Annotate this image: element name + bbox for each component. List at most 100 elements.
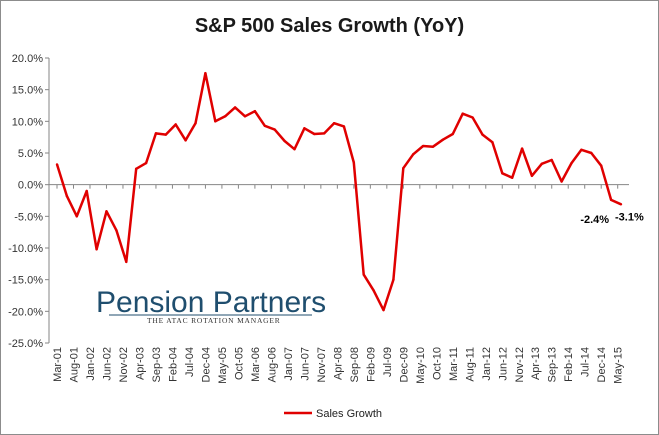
x-tick-label: Aug-01 bbox=[68, 347, 80, 382]
data-point bbox=[590, 151, 593, 155]
data-point bbox=[501, 172, 504, 175]
data-point bbox=[451, 132, 454, 136]
y-tick-label: -10.0% bbox=[8, 243, 43, 255]
y-tick-label: -15.0% bbox=[8, 275, 43, 287]
data-point bbox=[342, 125, 346, 128]
data-point bbox=[243, 115, 247, 118]
x-tick-label: Nov-02 bbox=[118, 347, 130, 382]
x-tick-label: Aug-11 bbox=[464, 347, 476, 382]
x-tick-label: Oct-05 bbox=[233, 347, 245, 380]
x-tick-label: May-05 bbox=[217, 347, 229, 384]
data-point bbox=[372, 289, 375, 292]
data-point bbox=[224, 115, 227, 118]
x-tick-label: Dec-04 bbox=[200, 347, 212, 382]
x-tick-label: Jan-12 bbox=[481, 347, 493, 381]
x-tick-label: Oct-10 bbox=[431, 347, 443, 380]
data-point bbox=[431, 145, 435, 148]
data-point bbox=[164, 133, 168, 136]
data-point bbox=[402, 167, 405, 170]
data-point bbox=[313, 132, 316, 136]
data-label: -2.4% bbox=[580, 214, 609, 226]
data-point bbox=[392, 278, 395, 281]
data-label: -3.1% bbox=[615, 211, 644, 223]
x-tick-label: Dec-14 bbox=[596, 347, 608, 382]
data-point bbox=[481, 133, 484, 136]
legend-label: Sales Growth bbox=[316, 408, 382, 420]
data-point bbox=[85, 189, 88, 193]
data-point bbox=[144, 161, 148, 165]
data-point bbox=[174, 123, 177, 126]
data-point bbox=[263, 124, 266, 127]
data-point bbox=[233, 106, 237, 109]
data-point bbox=[550, 158, 553, 162]
data-point bbox=[303, 127, 306, 130]
logo-tagline: THE ATAC ROTATION MANAGER bbox=[147, 316, 281, 325]
x-tick-label: Jul-14 bbox=[580, 347, 592, 377]
series-line-sales-growth bbox=[55, 71, 622, 312]
data-point bbox=[540, 162, 544, 165]
data-point bbox=[471, 116, 474, 119]
annotations: -2.4% -3.1% bbox=[580, 211, 644, 226]
data-point bbox=[382, 308, 385, 312]
x-axis: Mar-01 Aug-01 Jan-02 Jun-02 Nov-02 Apr-03 Sep-… bbox=[49, 184, 629, 384]
y-tick-label: 15.0% bbox=[12, 85, 43, 97]
data-point bbox=[441, 138, 445, 141]
x-tick-label: Jun-12 bbox=[497, 347, 509, 381]
data-point bbox=[194, 122, 197, 125]
x-tick-label: Nov-12 bbox=[514, 347, 526, 382]
x-tick-label: Jun-02 bbox=[101, 347, 113, 381]
x-tick-label: Feb-04 bbox=[167, 347, 179, 382]
data-point bbox=[75, 215, 78, 218]
data-point bbox=[65, 194, 69, 198]
data-point bbox=[204, 72, 207, 75]
x-tick-label: Jun-07 bbox=[299, 347, 311, 381]
x-tick-label: Nov-07 bbox=[316, 347, 328, 382]
legend: Sales Growth bbox=[284, 408, 382, 420]
x-tick-label: Apr-13 bbox=[530, 347, 542, 380]
data-point bbox=[214, 120, 217, 123]
data-point bbox=[134, 167, 138, 171]
x-tick-label: Mar-06 bbox=[250, 347, 262, 382]
data-point bbox=[570, 161, 573, 165]
x-tick-label: Sep-03 bbox=[151, 347, 163, 382]
x-tick-label: Sep-13 bbox=[547, 347, 559, 382]
y-axis: 20.0% 15.0% 10.0% 5.0% 0.0% -5.0% -10.0% -15.0%… bbox=[8, 53, 50, 350]
data-point bbox=[530, 174, 534, 177]
series-layer bbox=[55, 71, 623, 312]
data-point bbox=[362, 273, 365, 276]
x-tick-label: Aug-06 bbox=[266, 347, 278, 382]
y-tick-label: 0.0% bbox=[18, 180, 43, 192]
data-point bbox=[609, 198, 613, 202]
x-tick-label: Jan-02 bbox=[85, 347, 97, 381]
x-tick-label: Sep-08 bbox=[349, 347, 361, 382]
data-point bbox=[510, 176, 514, 179]
data-point bbox=[491, 141, 494, 144]
x-tick-label: May-15 bbox=[613, 347, 625, 384]
y-tick-label: -20.0% bbox=[8, 306, 43, 318]
data-point bbox=[600, 164, 603, 167]
data-point bbox=[273, 128, 276, 131]
data-point bbox=[332, 122, 336, 125]
data-point bbox=[115, 229, 118, 232]
data-point bbox=[253, 110, 257, 113]
pension-partners-logo: Pension Partners THE ATAC ROTATION MANAG… bbox=[96, 286, 326, 325]
y-tick-label: -5.0% bbox=[14, 211, 43, 223]
data-point bbox=[461, 112, 464, 115]
data-point bbox=[520, 147, 524, 150]
data-point bbox=[125, 260, 128, 264]
data-point bbox=[55, 163, 59, 166]
x-tick-label: Jul-04 bbox=[184, 347, 196, 377]
data-point bbox=[105, 210, 108, 213]
x-tick-label: May-10 bbox=[415, 347, 427, 384]
x-tick-label: Mar-01 bbox=[52, 347, 64, 382]
x-tick-label: Feb-14 bbox=[563, 347, 575, 382]
data-point bbox=[322, 132, 326, 135]
data-point bbox=[352, 161, 356, 164]
x-tick-label: Feb-09 bbox=[365, 347, 377, 382]
y-tick-label: 20.0% bbox=[12, 53, 43, 65]
data-point bbox=[293, 148, 296, 151]
x-tick-label: Dec-09 bbox=[398, 347, 410, 382]
data-point bbox=[95, 248, 98, 251]
